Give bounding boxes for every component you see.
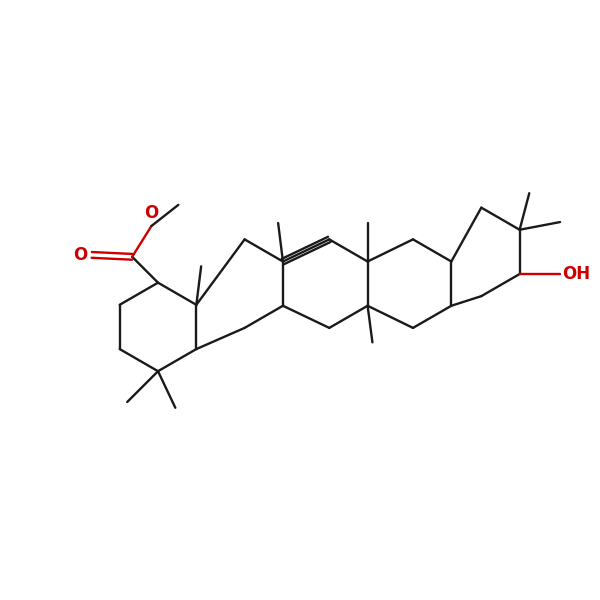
- Text: O: O: [73, 246, 87, 264]
- Text: O: O: [144, 204, 158, 222]
- Text: OH: OH: [562, 265, 590, 283]
